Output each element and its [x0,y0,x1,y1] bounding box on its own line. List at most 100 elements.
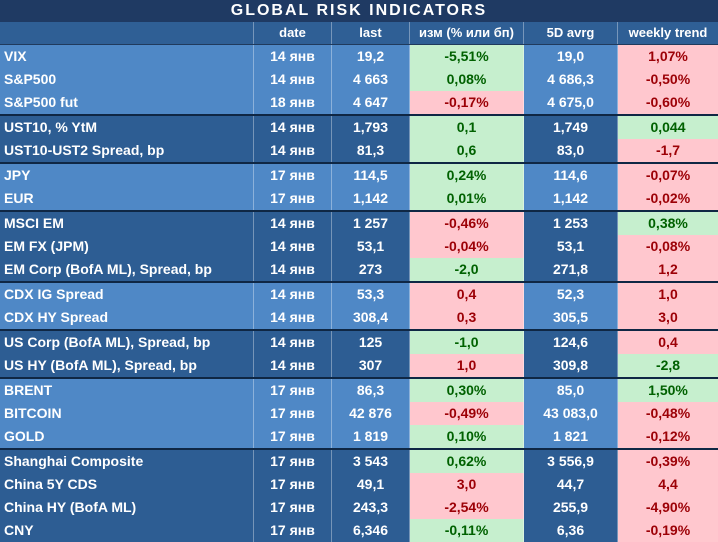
indicator-table-body: VIX 14 янв 19,2 -5,51% 19,0 1,07% S&P500 14 янв… [0,45,718,542]
weekly-trend-cell: 1,50% [618,379,718,402]
last-value-cell: 307 [332,354,410,377]
date-cell: 14 янв [254,139,332,162]
last-value-cell: 6,346 [332,519,410,542]
avg-5d-cell: 1 821 [524,425,618,448]
last-value-cell: 4 663 [332,68,410,91]
indicator-name: CDX IG Spread [0,283,254,306]
change-cell: 0,01% [410,187,524,210]
date-cell: 17 янв [254,379,332,402]
change-cell: 1,0 [410,354,524,377]
last-value-cell: 308,4 [332,306,410,329]
last-value-cell: 243,3 [332,496,410,519]
weekly-trend-cell: 1,0 [618,283,718,306]
change-cell: 0,4 [410,283,524,306]
avg-5d-cell: 83,0 [524,139,618,162]
table-row: UST10-UST2 Spread, bp 14 янв 81,3 0,6 83,0 -1… [0,139,718,162]
weekly-trend-cell: -0,50% [618,68,718,91]
change-cell: -0,17% [410,91,524,114]
weekly-trend-cell: -1,7 [618,139,718,162]
change-cell: -1,0 [410,331,524,354]
table-row: UST10, % YtM 14 янв 1,793 0,1 1,749 0,044 [0,114,718,139]
weekly-trend-cell: -0,60% [618,91,718,114]
weekly-trend-cell: 1,2 [618,258,718,281]
table-row: CDX HY Spread 14 янв 308,4 0,3 305,5 3,0 [0,306,718,329]
indicator-name: VIX [0,45,254,68]
avg-5d-cell: 309,8 [524,354,618,377]
header-weekly-trend: weekly trend [628,25,708,40]
change-cell: -5,51% [410,45,524,68]
weekly-trend-cell: -0,48% [618,402,718,425]
date-cell: 17 янв [254,473,332,496]
date-cell: 14 янв [254,235,332,258]
avg-5d-cell: 44,7 [524,473,618,496]
header-5d-avg: 5D avrg [524,22,618,44]
table-row: GOLD 17 янв 1 819 0,10% 1 821 -0,12% [0,425,718,448]
change-cell: 0,08% [410,68,524,91]
indicator-name: GOLD [0,425,254,448]
change-cell: 0,62% [410,450,524,473]
change-cell: -2,0 [410,258,524,281]
indicator-name: UST10, % YtM [0,116,254,139]
weekly-trend-cell: -2,8 [618,354,718,377]
table-row: VIX 14 янв 19,2 -5,51% 19,0 1,07% [0,45,718,68]
date-cell: 17 янв [254,519,332,542]
date-cell: 14 янв [254,258,332,281]
avg-5d-cell: 4 686,3 [524,68,618,91]
date-cell: 17 янв [254,402,332,425]
avg-5d-cell: 114,6 [524,164,618,187]
change-cell: 0,6 [410,139,524,162]
indicator-name: EM Corp (BofA ML), Spread, bp [0,258,254,281]
avg-5d-cell: 4 675,0 [524,91,618,114]
change-cell: 3,0 [410,473,524,496]
change-cell: 0,30% [410,379,524,402]
change-cell: 0,24% [410,164,524,187]
avg-5d-cell: 6,36 [524,519,618,542]
change-cell: -0,49% [410,402,524,425]
header-last: last [332,22,410,44]
header-change: изм (% или бп) [410,22,524,44]
indicator-name: S&P500 fut [0,91,254,114]
table-row: US Corp (BofA ML), Spread, bp 14 янв 125 -1… [0,329,718,354]
avg-5d-cell: 1,749 [524,116,618,139]
change-cell: 0,10% [410,425,524,448]
table-row: EM Corp (BofA ML), Spread, bp 14 янв 273 -2… [0,258,718,281]
weekly-trend-cell: 4,4 [618,473,718,496]
avg-5d-cell: 3 556,9 [524,450,618,473]
indicator-name: UST10-UST2 Spread, bp [0,139,254,162]
indicator-name: EUR [0,187,254,210]
last-value-cell: 42 876 [332,402,410,425]
change-cell: 0,1 [410,116,524,139]
last-value-cell: 53,1 [332,235,410,258]
last-value-cell: 273 [332,258,410,281]
weekly-trend-cell: -0,19% [618,519,718,542]
last-value-cell: 1,142 [332,187,410,210]
avg-5d-cell: 43 083,0 [524,402,618,425]
table-row: MSCI EM 14 янв 1 257 -0,46% 1 253 0,38% [0,210,718,235]
table-row: Shanghai Composite 17 янв 3 543 0,62% 3 556,… [0,448,718,473]
weekly-trend-cell: 3,0 [618,306,718,329]
last-value-cell: 125 [332,331,410,354]
weekly-trend-cell: -0,12% [618,425,718,448]
change-cell: -0,04% [410,235,524,258]
date-cell: 17 янв [254,187,332,210]
table-row: S&P500 fut 18 янв 4 647 -0,17% 4 675,0 -0,60% [0,91,718,114]
header-name [0,22,254,44]
avg-5d-cell: 1 253 [524,212,618,235]
table-row: JPY 17 янв 114,5 0,24% 114,6 -0,07% [0,162,718,187]
date-cell: 17 янв [254,496,332,519]
indicator-name: China HY (BofA ML) [0,496,254,519]
avg-5d-cell: 19,0 [524,45,618,68]
table-row: EM FX (JPM) 14 янв 53,1 -0,04% 53,1 -0,08% [0,235,718,258]
date-cell: 14 янв [254,283,332,306]
date-cell: 14 янв [254,306,332,329]
last-value-cell: 1 257 [332,212,410,235]
table-row: CDX IG Spread 14 янв 53,3 0,4 52,3 1,0 [0,281,718,306]
last-value-cell: 81,3 [332,139,410,162]
last-value-cell: 1,793 [332,116,410,139]
indicator-name: BRENT [0,379,254,402]
indicator-name: JPY [0,164,254,187]
avg-5d-cell: 1,142 [524,187,618,210]
avg-5d-cell: 255,9 [524,496,618,519]
header-date: date [254,22,332,44]
indicator-name: BITCOIN [0,402,254,425]
